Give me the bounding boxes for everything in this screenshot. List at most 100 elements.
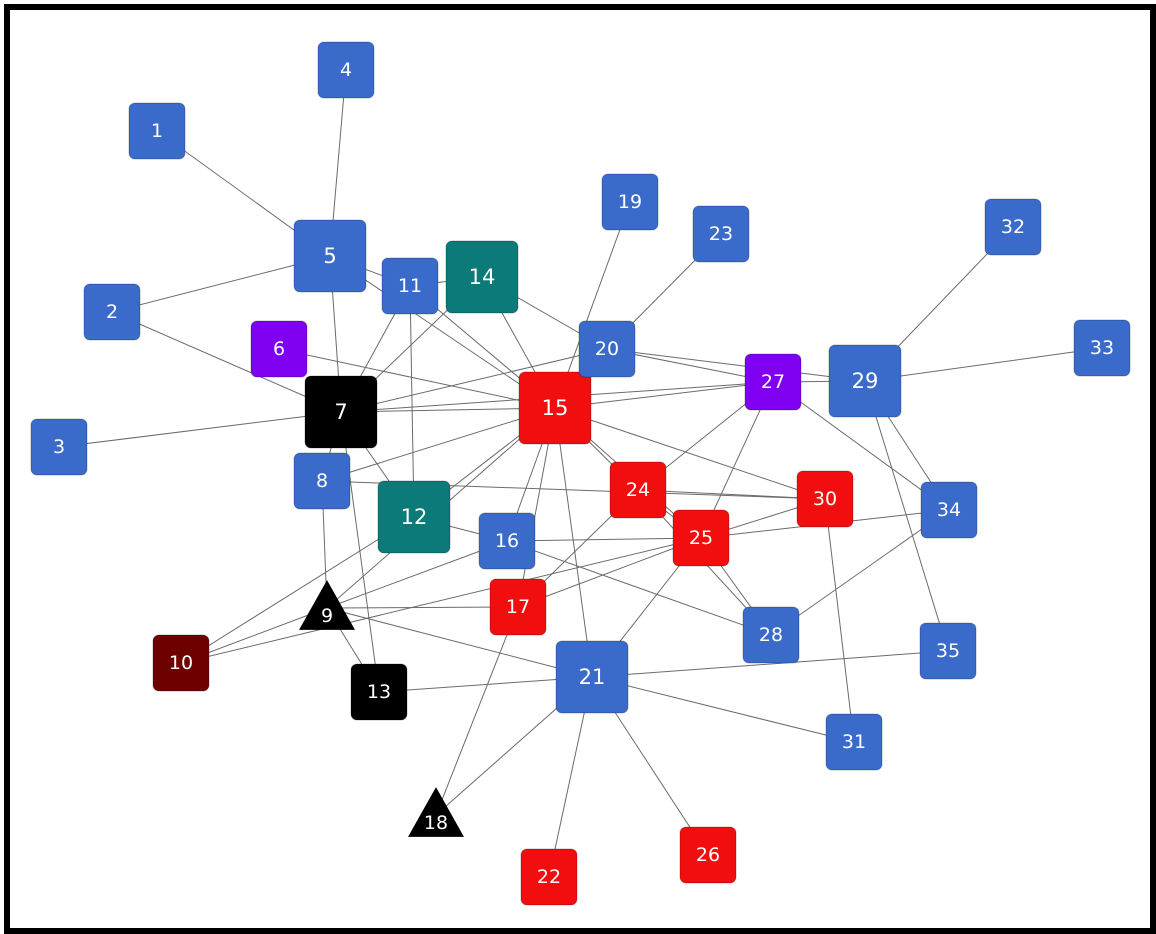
node-10[interactable]: 10	[152, 634, 210, 692]
node-13-box	[350, 663, 408, 721]
node-17-box	[489, 578, 547, 636]
edge-21-31	[591, 676, 855, 743]
edge-6-15	[278, 348, 556, 409]
node-14[interactable]: 14	[445, 240, 519, 314]
node-34[interactable]: 34	[920, 481, 978, 539]
node-26-box	[679, 826, 737, 884]
node-7[interactable]: 7	[304, 375, 378, 449]
node-17-label: 17	[506, 596, 530, 618]
node-2-label: 2	[106, 301, 118, 323]
node-20[interactable]: 20	[578, 320, 636, 378]
node-22[interactable]: 22	[520, 848, 578, 906]
node-24[interactable]: 24	[609, 461, 667, 519]
node-24-box	[609, 461, 667, 519]
edge-11-12	[409, 285, 415, 518]
node-35[interactable]: 35	[919, 622, 977, 680]
node-6[interactable]: 6	[250, 320, 308, 378]
node-1[interactable]: 1	[128, 102, 186, 160]
node-27-box	[744, 353, 802, 411]
edge-16-28	[506, 540, 772, 636]
node-12-box	[377, 480, 451, 554]
edge-30-31	[824, 498, 855, 743]
node-33[interactable]: 33	[1073, 319, 1131, 377]
node-27[interactable]: 27	[744, 353, 802, 411]
node-19[interactable]: 19	[601, 173, 659, 231]
node-35-box	[919, 622, 977, 680]
edge-3-7	[58, 411, 342, 448]
node-21-box	[555, 640, 629, 714]
node-15-box	[518, 371, 592, 445]
node-8[interactable]: 8	[293, 452, 351, 510]
node-13-label: 13	[367, 681, 391, 703]
edge-16-25	[506, 537, 702, 542]
node-23-label: 23	[709, 223, 733, 245]
node-7-label: 7	[334, 400, 347, 424]
node-10-box	[152, 634, 210, 692]
node-28-label: 28	[759, 624, 783, 646]
node-30[interactable]: 30	[796, 470, 854, 528]
node-5-label: 5	[323, 244, 336, 268]
node-29-box	[828, 344, 902, 418]
edge-5-15	[329, 255, 556, 409]
nodes-layer: 1234567891011121314151617181920212223242…	[30, 41, 1131, 906]
node-32-box	[984, 198, 1042, 256]
node-12[interactable]: 12	[377, 480, 451, 554]
node-3[interactable]: 3	[30, 418, 88, 476]
node-23[interactable]: 23	[692, 205, 750, 263]
node-4-box	[317, 41, 375, 99]
node-29-label: 29	[852, 369, 879, 393]
node-20-box	[578, 320, 636, 378]
edge-21-35	[591, 650, 949, 678]
node-4[interactable]: 4	[317, 41, 375, 99]
node-3-label: 3	[53, 436, 65, 458]
edge-9-17	[326, 606, 519, 609]
node-8-box	[293, 452, 351, 510]
node-11-label: 11	[398, 275, 422, 297]
node-10-label: 10	[169, 652, 193, 674]
node-32[interactable]: 32	[984, 198, 1042, 256]
node-25[interactable]: 25	[672, 509, 730, 567]
node-30-box	[796, 470, 854, 528]
node-27-label: 27	[761, 371, 785, 393]
node-15[interactable]: 15	[518, 371, 592, 445]
node-18[interactable]: 18	[408, 787, 464, 837]
node-9-label: 9	[321, 605, 333, 627]
node-33-label: 33	[1090, 337, 1114, 359]
edge-17-18	[435, 606, 519, 816]
node-29[interactable]: 29	[828, 344, 902, 418]
node-11[interactable]: 11	[381, 257, 439, 315]
node-31-label: 31	[842, 731, 866, 753]
node-18-label: 18	[424, 812, 448, 834]
node-2[interactable]: 2	[83, 283, 141, 341]
edge-17-25	[517, 537, 702, 608]
node-2-box	[83, 283, 141, 341]
node-4-label: 4	[340, 59, 352, 81]
node-5[interactable]: 5	[293, 219, 367, 293]
edge-20-29	[606, 348, 866, 382]
node-26-label: 26	[696, 844, 720, 866]
edge-24-30	[637, 489, 826, 500]
node-31[interactable]: 31	[825, 713, 883, 771]
node-31-box	[825, 713, 883, 771]
node-17[interactable]: 17	[489, 578, 547, 636]
node-28[interactable]: 28	[742, 606, 800, 664]
edge-15-21	[554, 407, 593, 678]
node-25-label: 25	[689, 527, 713, 549]
node-9[interactable]: 9	[299, 580, 355, 630]
node-32-label: 32	[1001, 216, 1025, 238]
node-16-box	[478, 512, 536, 570]
node-21-label: 21	[579, 665, 606, 689]
edge-10-12	[180, 516, 415, 664]
node-7-box	[304, 375, 378, 449]
node-18-triangle	[408, 787, 464, 837]
node-1-label: 1	[151, 120, 163, 142]
node-13[interactable]: 13	[350, 663, 408, 721]
node-6-box	[250, 320, 308, 378]
edge-2-5	[111, 255, 331, 313]
node-21[interactable]: 21	[555, 640, 629, 714]
node-16[interactable]: 16	[478, 512, 536, 570]
node-20-label: 20	[595, 338, 619, 360]
node-14-label: 14	[469, 265, 496, 289]
node-26[interactable]: 26	[679, 826, 737, 884]
